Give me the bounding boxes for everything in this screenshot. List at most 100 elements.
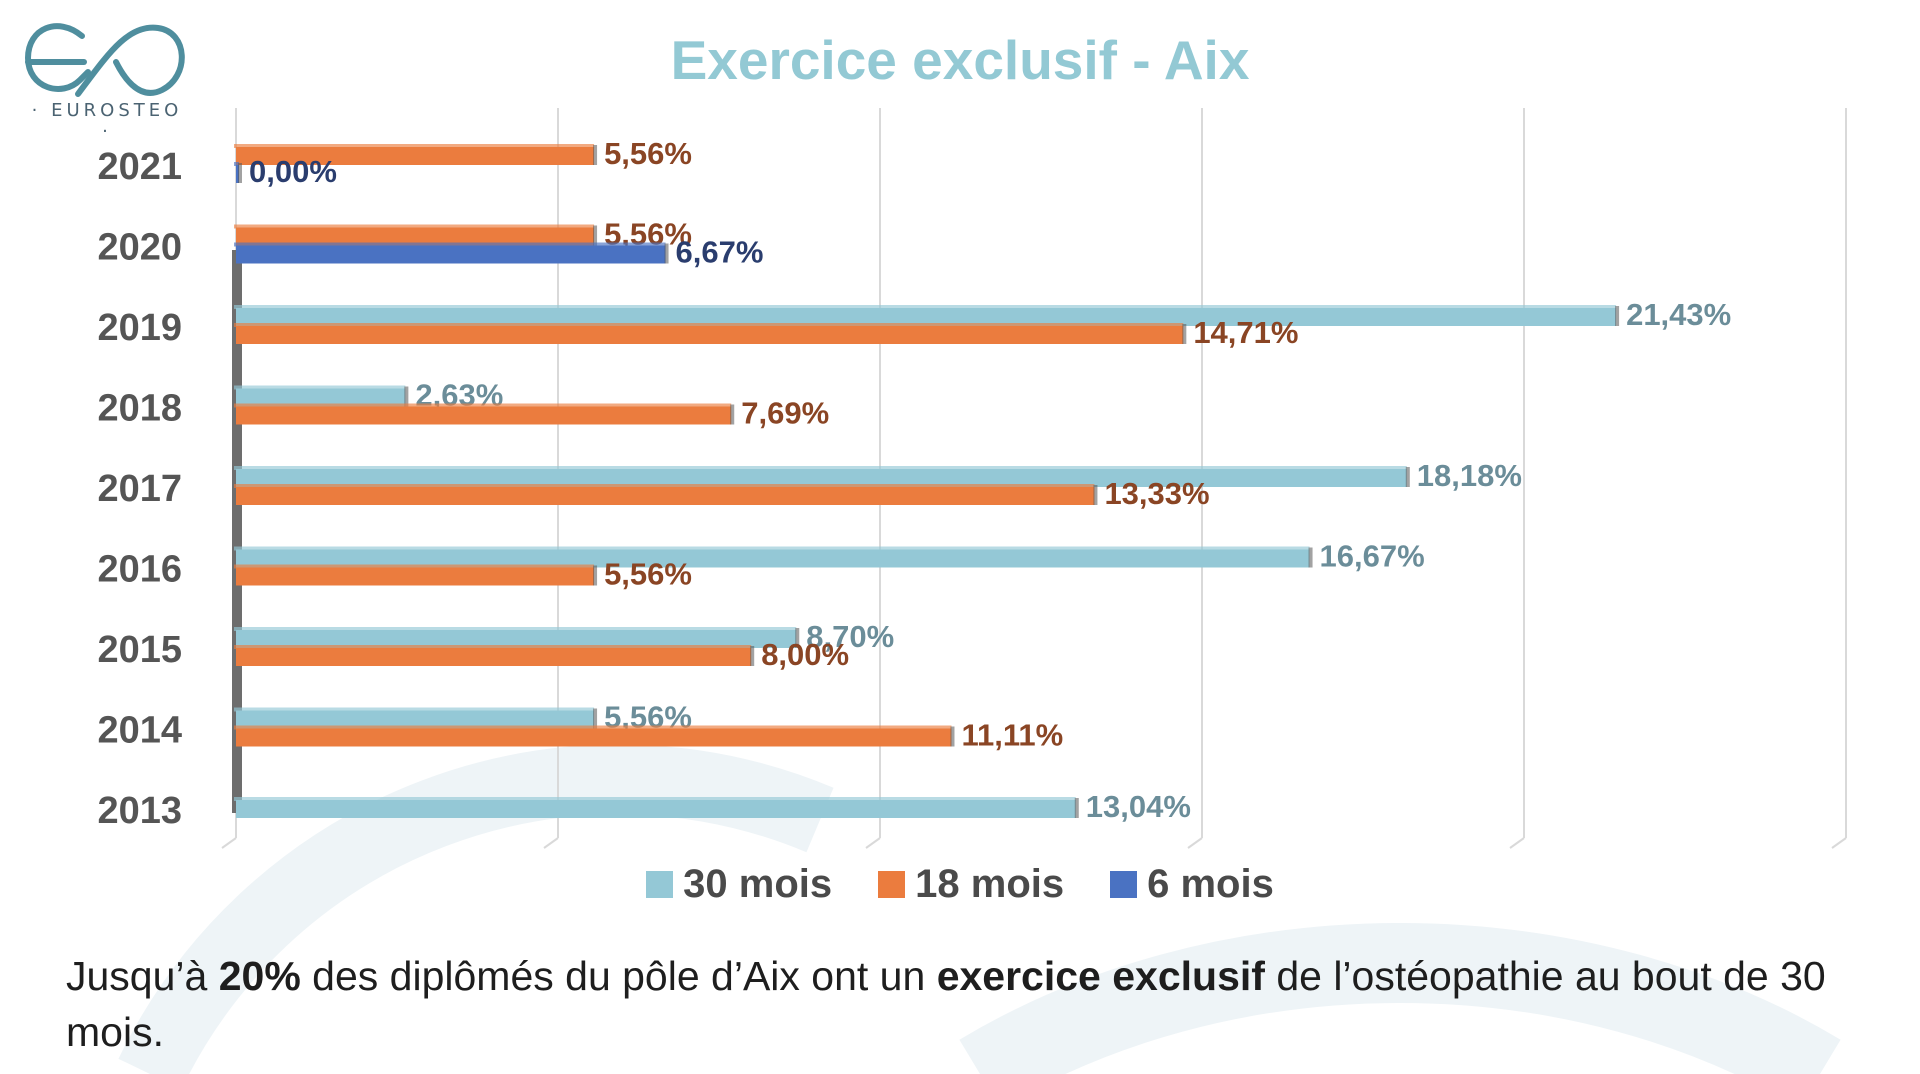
bar-end-cap (593, 565, 598, 586)
data-label: 13,33% (1104, 476, 1209, 511)
bar-end-cap (950, 726, 955, 747)
bar-18-mois (236, 567, 595, 586)
legend-item: 18 mois (878, 862, 1064, 907)
bar-18-mois (236, 728, 952, 747)
bar-30-mois (236, 549, 1310, 568)
bar-edge (234, 564, 595, 569)
gridline (865, 837, 881, 849)
bar-30-mois (236, 308, 1617, 326)
bar-edge (234, 305, 1617, 309)
category-label: 2021 (97, 146, 182, 188)
category-label: 2017 (97, 468, 182, 510)
eurosteo-logo-icon (24, 23, 185, 97)
bar-edge (234, 725, 952, 730)
gridline (1831, 837, 1847, 849)
bar-18-mois (236, 227, 595, 246)
bar-30-mois (236, 630, 797, 648)
legend-swatch (646, 871, 674, 898)
data-label: 5,56% (604, 136, 692, 171)
gridline (1509, 837, 1525, 849)
bar-end-cap (664, 243, 669, 264)
legend-label: 18 mois (915, 862, 1065, 906)
bar-end-cap (1615, 306, 1620, 326)
bar-end-cap (795, 628, 800, 648)
bar-edge (234, 242, 666, 247)
data-label: 21,43% (1626, 297, 1731, 332)
gridline (543, 837, 559, 849)
bar-end-cap (1182, 324, 1187, 344)
caption-bold: 20% (218, 953, 301, 999)
data-label: 5,56% (604, 557, 692, 592)
bar-18-mois (236, 487, 1095, 505)
legend-swatch (878, 871, 906, 898)
bar-18-mois (236, 648, 752, 666)
bar-30-mois (236, 388, 406, 407)
caption-part: Jusqu’à (66, 953, 219, 999)
data-label: 8,70% (806, 619, 894, 654)
bar-edge (234, 627, 797, 631)
category-label: 2014 (97, 710, 182, 752)
data-label: 14,71% (1193, 315, 1298, 350)
bar-end-cap (238, 163, 242, 183)
bar-end-cap (1308, 547, 1313, 568)
caption-text: Jusqu’à 20% des diplômés du pôle d’Aix o… (66, 948, 1866, 1060)
bar-end-cap (750, 646, 755, 666)
bar-end-cap (593, 225, 598, 246)
bar-end-cap (1074, 798, 1079, 818)
gridline (221, 837, 237, 849)
legend-label: 30 mois (683, 862, 833, 906)
bar-edge (234, 546, 1310, 551)
data-label: 16,67% (1320, 539, 1425, 574)
logo-text: · EUROSTEO · (31, 100, 183, 142)
category-label: 2015 (97, 629, 182, 671)
bar-30-mois (236, 800, 1076, 818)
bar-30-mois (236, 710, 595, 729)
data-label: 7,69% (741, 396, 829, 431)
legend-label: 6 mois (1147, 862, 1274, 906)
legend-item: 6 mois (1110, 862, 1274, 907)
bar-edge (234, 224, 595, 229)
category-label: 2019 (97, 307, 182, 349)
bar-edge (234, 144, 595, 148)
data-label: 11,11% (961, 718, 1063, 753)
category-label: 2016 (97, 549, 182, 591)
bar-edge (234, 385, 406, 390)
caption-part: de l’ostéopathie au bout de 30 mois. (66, 953, 1826, 1055)
legend-item: 30 mois (646, 862, 832, 907)
legend-swatch (1110, 871, 1138, 898)
bar-30-mois (236, 469, 1407, 487)
data-label: 6,67% (676, 235, 764, 270)
data-label: 13,04% (1086, 789, 1191, 824)
gridline (1187, 837, 1203, 849)
data-label: 18,18% (1417, 458, 1522, 493)
bar-end-cap (1093, 485, 1098, 505)
bar-6-mois (236, 245, 666, 264)
bar-end-cap (593, 145, 598, 165)
caption-part: des diplômés du pôle d’Aix ont un (300, 953, 937, 999)
category-label: 2018 (97, 388, 182, 430)
bar-edge (234, 797, 1076, 801)
bar-end-cap (730, 404, 735, 425)
bar-end-cap (593, 708, 598, 729)
category-label: 2020 (97, 227, 182, 269)
bar-6-mois (236, 165, 239, 183)
caption-bold: exercice exclusif (936, 953, 1265, 999)
bar-edge (234, 162, 239, 166)
bar-edge (234, 484, 1095, 488)
bar-edge (234, 707, 595, 712)
bar-18-mois (236, 147, 595, 165)
category-label: 2013 (97, 790, 182, 832)
bar-edge (234, 323, 1184, 327)
data-label: 0,00% (249, 154, 337, 189)
axis-depth-wall (232, 250, 242, 813)
bar-edge (234, 466, 1407, 470)
bar-end-cap (1405, 467, 1410, 487)
bar-18-mois (236, 326, 1184, 344)
bar-end-cap (404, 386, 409, 407)
chart-title: Exercice exclusif - Aix (670, 29, 1250, 91)
data-label: 8,00% (761, 637, 849, 672)
bar-edge (234, 403, 732, 408)
bar-edge (234, 645, 752, 649)
bar-18-mois (236, 406, 732, 425)
chart-legend: 30 mois 18 mois 6 mois (0, 862, 1920, 907)
